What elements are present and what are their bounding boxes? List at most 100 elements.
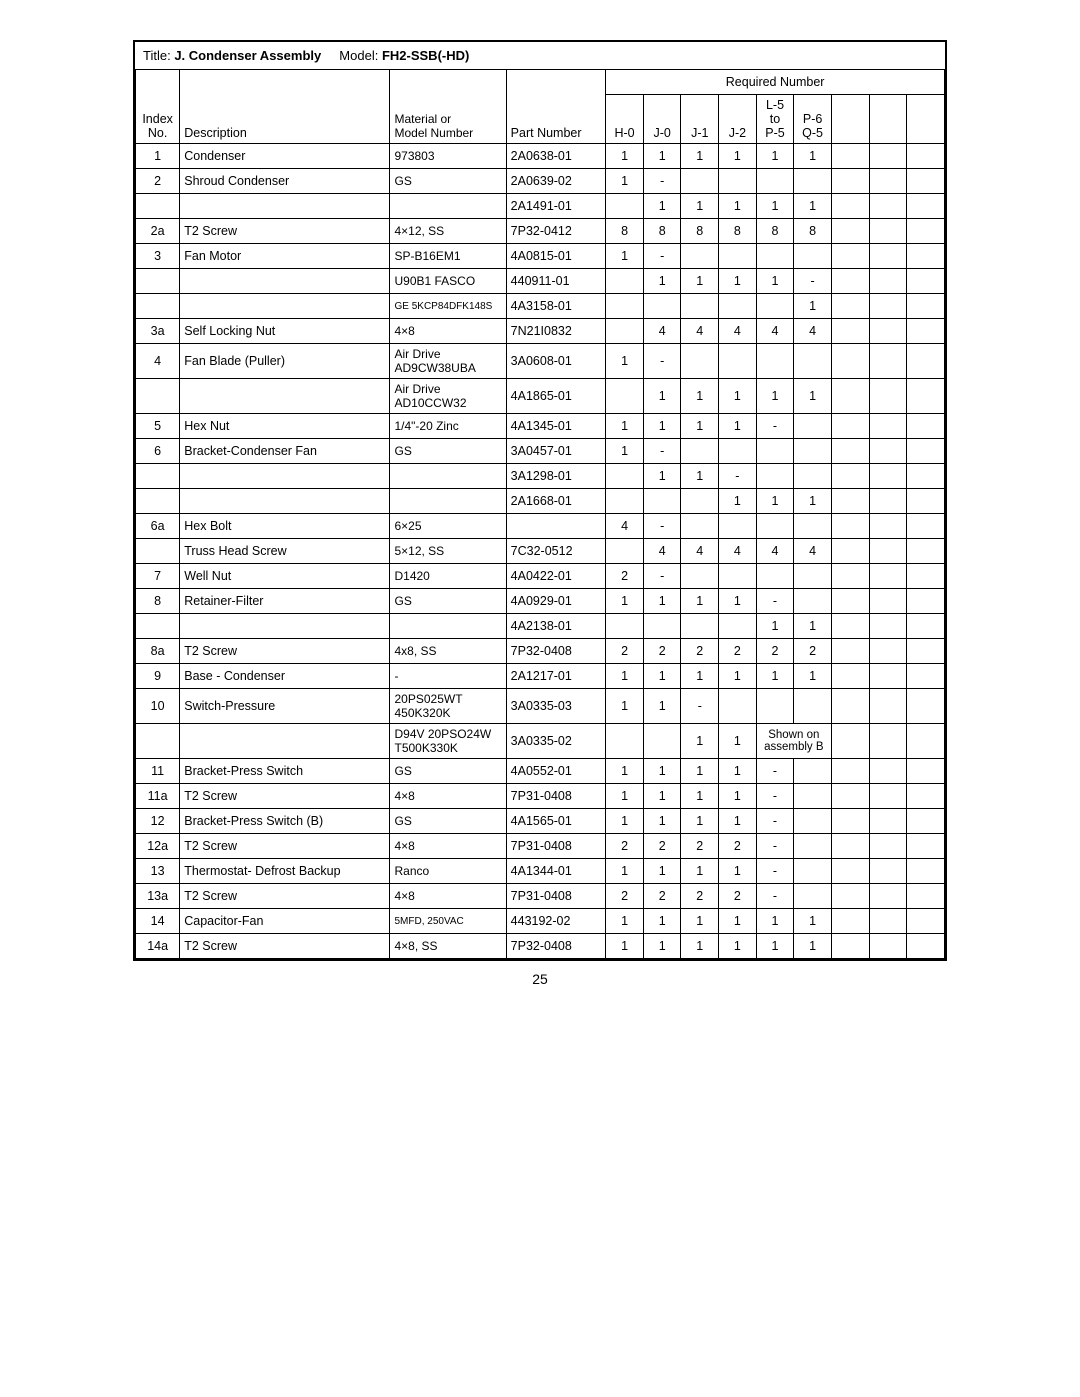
cell: GS: [390, 809, 506, 834]
cell: [681, 614, 719, 639]
cell: 4×8, SS: [390, 934, 506, 959]
cell: D94V 20PSO24W T500K330K: [390, 724, 506, 759]
cell: Fan Blade (Puller): [180, 344, 390, 379]
cell: [831, 759, 869, 784]
cell: 1: [681, 664, 719, 689]
cell: [869, 269, 907, 294]
cell: 1: [719, 144, 757, 169]
cell: 1: [681, 464, 719, 489]
cell: [907, 934, 945, 959]
cell: 8: [606, 219, 644, 244]
cell: [794, 859, 832, 884]
cell: 1: [756, 489, 794, 514]
col-p6q5: P-6Q-5: [794, 95, 832, 144]
cell: Truss Head Screw: [180, 539, 390, 564]
cell: 1: [719, 194, 757, 219]
cell: 1: [719, 909, 757, 934]
cell: [869, 664, 907, 689]
cell: 1: [643, 784, 681, 809]
cell: Hex Bolt: [180, 514, 390, 539]
cell: [390, 614, 506, 639]
cell: [831, 269, 869, 294]
cell: [907, 269, 945, 294]
cell: 3A0608-01: [506, 344, 606, 379]
cell: [719, 689, 757, 724]
cell: 8: [643, 219, 681, 244]
cell: [606, 379, 644, 414]
cell: 10: [136, 689, 180, 724]
cell: Ranco: [390, 859, 506, 884]
cell: [794, 464, 832, 489]
cell: 1: [681, 379, 719, 414]
cell: [643, 724, 681, 759]
cell: [831, 514, 869, 539]
cell: 1: [794, 194, 832, 219]
cell: 4A3158-01: [506, 294, 606, 319]
cell: 7N21I0832: [506, 319, 606, 344]
title-label: Title:: [143, 48, 171, 63]
table-row: 6Bracket-Condenser FanGS3A0457-011-: [136, 439, 945, 464]
cell: 1: [719, 759, 757, 784]
table-row: U90B1 FASCO440911-011111-: [136, 269, 945, 294]
cell: [831, 859, 869, 884]
cell: 1: [719, 784, 757, 809]
cell: 4A0422-01: [506, 564, 606, 589]
cell: 5×12, SS: [390, 539, 506, 564]
cell: -: [756, 809, 794, 834]
cell: [390, 464, 506, 489]
table-row: 12aT2 Screw4×87P31-04082222-: [136, 834, 945, 859]
cell: -: [756, 784, 794, 809]
cell: 1: [606, 809, 644, 834]
cell: 2: [606, 884, 644, 909]
cell: 1: [643, 589, 681, 614]
cell: GS: [390, 169, 506, 194]
cell: 2A1668-01: [506, 489, 606, 514]
cell: [756, 169, 794, 194]
cell: 1: [756, 909, 794, 934]
table-row: 7Well NutD14204A0422-012-: [136, 564, 945, 589]
cell: [869, 464, 907, 489]
cell: 14: [136, 909, 180, 934]
cell: 4: [794, 319, 832, 344]
col-spare2: [869, 95, 907, 144]
cell: [869, 564, 907, 589]
table-row: 2Shroud CondenserGS2A0639-021-: [136, 169, 945, 194]
cell: [869, 144, 907, 169]
cell: [643, 294, 681, 319]
cell: 1: [719, 859, 757, 884]
cell: 1: [681, 784, 719, 809]
cell: [180, 294, 390, 319]
cell: 7P31-0408: [506, 784, 606, 809]
cell: [606, 269, 644, 294]
cell: 1: [643, 194, 681, 219]
cell: 2: [719, 884, 757, 909]
cell: -: [643, 244, 681, 269]
table-row: 3aSelf Locking Nut4×87N21I083244444: [136, 319, 945, 344]
cell: 1: [756, 664, 794, 689]
cell: [136, 614, 180, 639]
table-row: Truss Head Screw5×12, SS7C32-051244444: [136, 539, 945, 564]
cell: GS: [390, 589, 506, 614]
cell: [136, 724, 180, 759]
cell: 2: [643, 834, 681, 859]
cell: Base - Condenser: [180, 664, 390, 689]
cell: 8: [756, 219, 794, 244]
cell: [831, 909, 869, 934]
cell: 12a: [136, 834, 180, 859]
cell: [907, 639, 945, 664]
table-row: 6aHex Bolt6×254-: [136, 514, 945, 539]
cell: [831, 194, 869, 219]
cell: [794, 344, 832, 379]
cell: 7P32-0412: [506, 219, 606, 244]
cell: 1: [794, 379, 832, 414]
cell: [831, 414, 869, 439]
cell: Air Drive AD9CW38UBA: [390, 344, 506, 379]
cell: GS: [390, 759, 506, 784]
cell: 2A0638-01: [506, 144, 606, 169]
cell: -: [643, 514, 681, 539]
cell: 1: [606, 689, 644, 724]
cell: 2: [643, 884, 681, 909]
cell: 4: [719, 319, 757, 344]
cell: 1: [794, 489, 832, 514]
cell: 1: [606, 664, 644, 689]
